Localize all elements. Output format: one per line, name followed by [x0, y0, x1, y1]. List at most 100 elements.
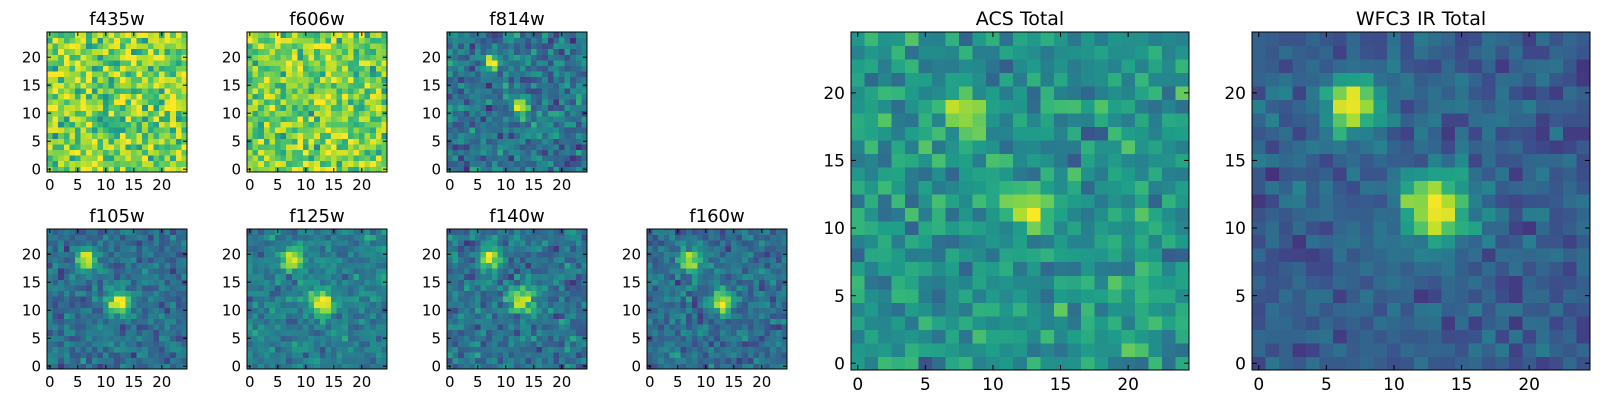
heatmap-cell [542, 324, 549, 331]
heatmap-cell [1067, 167, 1082, 182]
heatmap-cell [708, 240, 715, 247]
heatmap-cell [136, 346, 143, 353]
heatmap-cell [469, 335, 476, 342]
heatmap-cell [347, 149, 354, 156]
heatmap-cell [525, 273, 532, 280]
heatmap-cell [258, 251, 265, 258]
heatmap-cell [319, 341, 326, 347]
heatmap-cell [759, 268, 765, 275]
heatmap-cell [508, 262, 515, 269]
heatmap-cell [731, 257, 737, 263]
heatmap-cell [851, 329, 865, 344]
heatmap-cell [164, 341, 171, 347]
heatmap-cell [291, 104, 298, 111]
heatmap-cell [319, 307, 326, 314]
heatmap-cell [159, 132, 165, 139]
heatmap-cell [1080, 234, 1095, 249]
heatmap-cell [164, 155, 171, 162]
heatmap-cell [325, 132, 332, 139]
panel-title: f435w [89, 9, 144, 30]
heatmap-cell [136, 149, 143, 156]
heatmap-cell [119, 318, 126, 325]
heatmap-cell [697, 301, 704, 308]
heatmap-cell [1067, 329, 1082, 344]
panel-title: f140w [489, 206, 544, 227]
heatmap-cell [458, 285, 465, 291]
heatmap-cell [447, 60, 453, 66]
heatmap-cell [303, 301, 309, 308]
heatmap-cell [159, 99, 165, 106]
heatmap-cell [314, 104, 321, 111]
heatmap-cell [986, 288, 1001, 303]
heatmap-cell [475, 71, 481, 78]
heatmap-cell [347, 273, 354, 280]
heatmap-cell [999, 167, 1014, 182]
heatmap-cell [891, 194, 906, 209]
heatmap-cell [570, 273, 577, 280]
heatmap-cell [669, 296, 676, 303]
heatmap-cell [905, 194, 919, 209]
heatmap-cell [753, 251, 760, 258]
heatmap-cell [108, 245, 115, 252]
heatmap-cell [136, 229, 143, 235]
y-tick-label: 0 [431, 161, 441, 179]
heatmap-cell [252, 363, 259, 370]
heatmap-cell [458, 132, 465, 139]
heatmap-cell [314, 54, 321, 61]
x-tick-label: 15 [524, 373, 543, 391]
heatmap-cell [69, 324, 76, 331]
heatmap-cell [486, 229, 493, 235]
heatmap-cell [497, 99, 504, 106]
heatmap-cell [458, 144, 465, 150]
heatmap-cell [864, 342, 879, 357]
heatmap-cell [258, 155, 265, 162]
heatmap-cell [303, 279, 309, 286]
heatmap-cell [303, 43, 309, 50]
heatmap-cell [47, 318, 53, 325]
heatmap-cell [114, 262, 121, 269]
heatmap-cell [764, 240, 771, 247]
heatmap-cell [463, 357, 470, 364]
heatmap-cell [525, 279, 532, 286]
heatmap-cell [114, 329, 121, 336]
heatmap-cell [314, 245, 321, 252]
heatmap-cell [164, 104, 171, 111]
heatmap-cell [347, 93, 354, 100]
heatmap-cell [153, 71, 160, 78]
heatmap-cell [697, 346, 704, 353]
heatmap-cell [1053, 167, 1068, 182]
heatmap-cell [69, 313, 76, 319]
heatmap-cell [542, 335, 549, 342]
heatmap-cell [703, 245, 709, 252]
heatmap-cell [542, 71, 549, 78]
heatmap-cell [63, 363, 70, 370]
heatmap-cell [147, 54, 154, 61]
heatmap-cell [686, 352, 693, 359]
heatmap-cell [319, 352, 326, 359]
heatmap-cell [125, 110, 132, 117]
heatmap-cell [570, 132, 577, 139]
heatmap-cell [303, 273, 309, 280]
heatmap-cell [781, 318, 788, 325]
heatmap-cell [564, 245, 571, 252]
heatmap-cell [308, 160, 315, 167]
heatmap-cell [347, 318, 354, 325]
heatmap-cell [691, 240, 698, 247]
heatmap-cell [1040, 221, 1055, 236]
heatmap-cell [714, 341, 721, 347]
heatmap-cell [652, 335, 659, 342]
heatmap-cell [147, 155, 154, 162]
x-tick-label: 0 [445, 176, 455, 194]
heatmap-cell [370, 104, 377, 111]
heatmap-cell [58, 363, 65, 370]
heatmap-cell [170, 329, 177, 336]
heatmap-cell [553, 346, 560, 353]
heatmap-cell [742, 318, 749, 325]
heatmap-cell [564, 132, 571, 139]
heatmap-cell [86, 43, 93, 50]
heatmap-cell [147, 104, 154, 111]
heatmap-cell [52, 104, 59, 111]
heatmap-cell [69, 76, 76, 83]
heatmap-cell [1161, 234, 1176, 249]
heatmap-cell [519, 155, 526, 162]
